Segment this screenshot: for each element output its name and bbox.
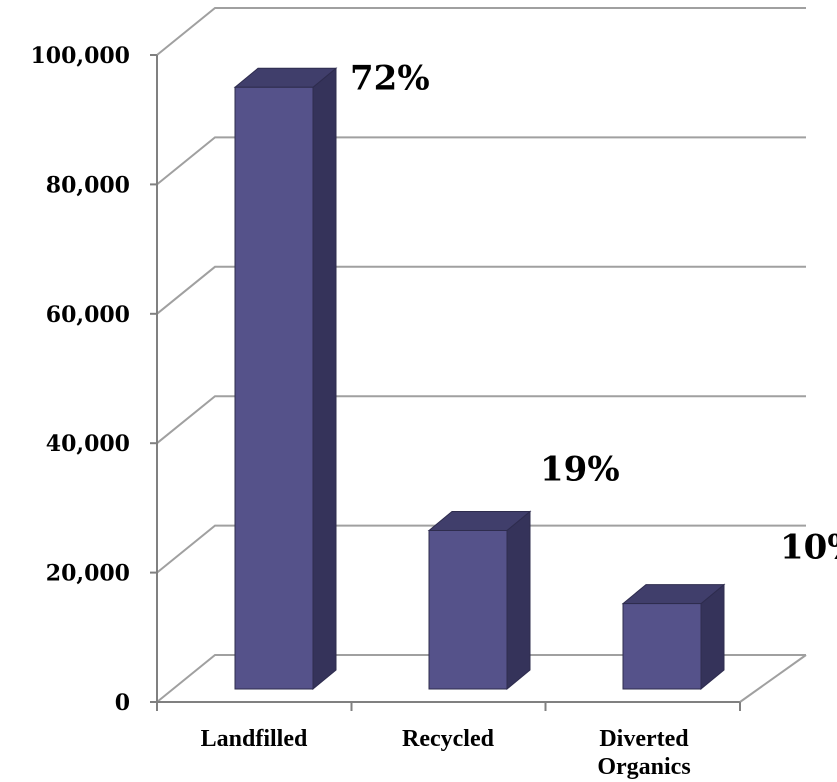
bar: [622, 603, 702, 690]
gridline: [156, 395, 806, 444]
gridline: [156, 136, 806, 186]
y-tick-label: 20,000: [46, 561, 130, 587]
gridlines: [156, 7, 806, 703]
x-tick-label-line: Diverted: [599, 726, 689, 752]
bar: [234, 86, 314, 690]
y-tick-label: 60,000: [46, 302, 130, 328]
gridline: [156, 654, 806, 703]
data-label: 19%: [540, 449, 620, 489]
bars: [233, 67, 726, 691]
bar-side: [506, 510, 531, 691]
x-tick-label: Landfilled: [201, 726, 308, 752]
y-tick-label: 80,000: [46, 172, 130, 198]
gridline: [156, 7, 806, 56]
floor-right-edge: [739, 654, 807, 703]
gridline: [156, 265, 806, 315]
x-tick-label: Recycled: [402, 726, 495, 752]
bar: [428, 529, 508, 690]
y-tick-label: 100,000: [30, 43, 130, 69]
bar-side: [312, 67, 337, 691]
y-tick-label: 40,000: [46, 431, 130, 457]
x-tick-label-line: Organics: [597, 754, 690, 780]
axes: [150, 54, 807, 711]
x-tick-label: Diverted Organics: [597, 726, 690, 780]
data-label: 10%: [780, 528, 837, 568]
labels: 0 20,000 40,000 60,000 80,000 100,000 Landfill…: [30, 43, 837, 780]
gridline: [156, 524, 806, 574]
data-label: 72%: [350, 58, 430, 98]
y-tick-label: 0: [115, 690, 130, 716]
